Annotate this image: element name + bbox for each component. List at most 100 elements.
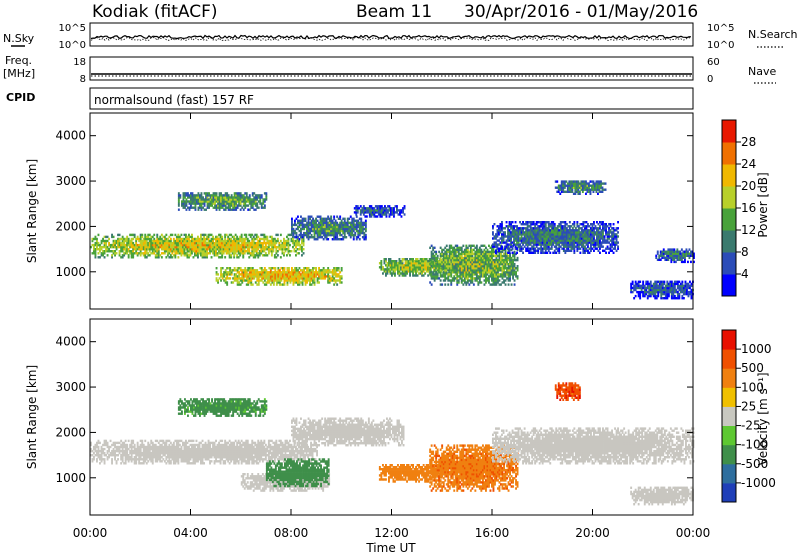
heatmap-cell	[501, 225, 503, 228]
heatmap-cell	[322, 225, 325, 229]
heatmap-cell	[256, 196, 259, 199]
heatmap-cell	[255, 250, 258, 253]
heatmap-cell	[280, 277, 283, 280]
heatmap-cell	[234, 245, 237, 249]
heatmap-cell	[549, 225, 552, 228]
heatmap-cell	[262, 275, 265, 278]
heatmap-cell	[168, 256, 171, 259]
heatmap-cell	[345, 225, 348, 229]
heatmap-cell	[222, 252, 225, 255]
heatmap-cell	[139, 248, 142, 251]
heatmap-cell	[529, 221, 532, 224]
heatmap-cell	[433, 279, 436, 282]
heatmap-cell	[529, 233, 532, 236]
heatmap-cell	[310, 279, 313, 282]
heatmap-cell	[401, 272, 404, 275]
heatmap-cell	[298, 252, 300, 255]
heatmap-cell	[492, 269, 495, 272]
heatmap-cell	[291, 267, 293, 270]
heatmap-cell	[468, 254, 471, 258]
heatmap-cell	[419, 262, 422, 265]
heatmap-cell	[336, 236, 339, 239]
heatmap-cell	[228, 256, 231, 259]
heatmap-cell	[336, 225, 339, 229]
heatmap-cell	[283, 283, 286, 286]
heatmap-cell	[477, 275, 480, 278]
heatmap-cell	[546, 235, 549, 238]
heatmap-cell	[245, 241, 248, 245]
heatmap-cell	[291, 231, 293, 235]
heatmap-cell	[135, 250, 138, 253]
heatmap-cell	[509, 267, 511, 270]
heatmap-cell	[315, 229, 317, 233]
heatmap-cell	[478, 277, 481, 280]
heatmap-cell	[466, 279, 469, 282]
heatmap-cell	[438, 262, 441, 266]
noise-right-tick-bottom: 10^0	[707, 40, 734, 51]
heatmap-cell	[488, 260, 490, 264]
heatmap-cell	[471, 244, 474, 247]
heatmap-cell	[485, 277, 487, 280]
heatmap-cell	[292, 241, 294, 245]
heatmap-cell	[549, 233, 552, 236]
heatmap-cell	[230, 281, 233, 284]
heatmap-cell	[328, 231, 331, 235]
heatmap-cell	[253, 277, 256, 280]
heatmap-cell	[172, 254, 175, 257]
heatmap-cell	[278, 277, 281, 280]
heatmap-cell	[617, 245, 619, 248]
heatmap-cell	[223, 202, 226, 205]
heatmap-cell	[215, 204, 218, 207]
heatmap-cell	[133, 248, 136, 251]
heatmap-cell	[236, 283, 239, 286]
heatmap-cell	[206, 245, 208, 249]
heatmap-cell	[497, 269, 499, 272]
heatmap-cell	[549, 251, 552, 254]
heatmap-cell	[215, 239, 217, 243]
heatmap-cell	[516, 256, 519, 260]
heatmap-cell	[157, 254, 160, 257]
heatmap-cell	[275, 256, 278, 259]
heatmap-cell	[507, 231, 509, 234]
heatmap-cell	[450, 283, 453, 286]
heatmap-cell	[333, 227, 336, 231]
heatmap-cell	[221, 239, 224, 243]
heatmap-cell	[385, 209, 388, 212]
heatmap-cell	[339, 238, 342, 241]
heatmap-cell	[307, 233, 310, 237]
heatmap-cell	[483, 279, 486, 282]
heatmap-cell	[221, 196, 224, 199]
heatmap-cell	[247, 281, 250, 284]
heatmap-cell	[413, 264, 416, 267]
heatmap-cell	[230, 256, 233, 259]
heatmap-cell	[374, 215, 377, 218]
heatmap-cell	[339, 225, 342, 229]
heatmap-cell	[489, 260, 492, 264]
heatmap-cell	[180, 239, 183, 243]
heatmap-cell	[550, 245, 553, 248]
heatmap-cell	[226, 202, 229, 205]
heatmap-cell	[219, 237, 222, 241]
heatmap-cell	[257, 196, 260, 199]
heatmap-cell	[486, 279, 489, 282]
heatmap-cell	[395, 268, 398, 271]
heatmap-cell	[115, 245, 118, 249]
heatmap-cell	[238, 198, 241, 201]
heatmap-cell	[460, 281, 463, 284]
heatmap-cell	[463, 273, 466, 276]
heatmap-cell	[169, 250, 172, 253]
heatmap-cell	[439, 246, 442, 249]
heatmap-cell	[325, 236, 328, 239]
heatmap-cell	[392, 266, 395, 269]
heatmap-cell	[504, 227, 506, 230]
heatmap-cell	[238, 281, 241, 284]
heatmap-cell	[313, 225, 316, 229]
heatmap-cell	[199, 198, 201, 201]
heatmap-cell	[215, 267, 218, 270]
heatmap-cell	[200, 252, 202, 255]
heatmap-cell	[424, 268, 427, 271]
heatmap-cell	[495, 277, 498, 280]
heatmap-cell	[409, 264, 411, 267]
heatmap-cell	[506, 252, 508, 256]
heatmap-cell	[295, 217, 298, 220]
